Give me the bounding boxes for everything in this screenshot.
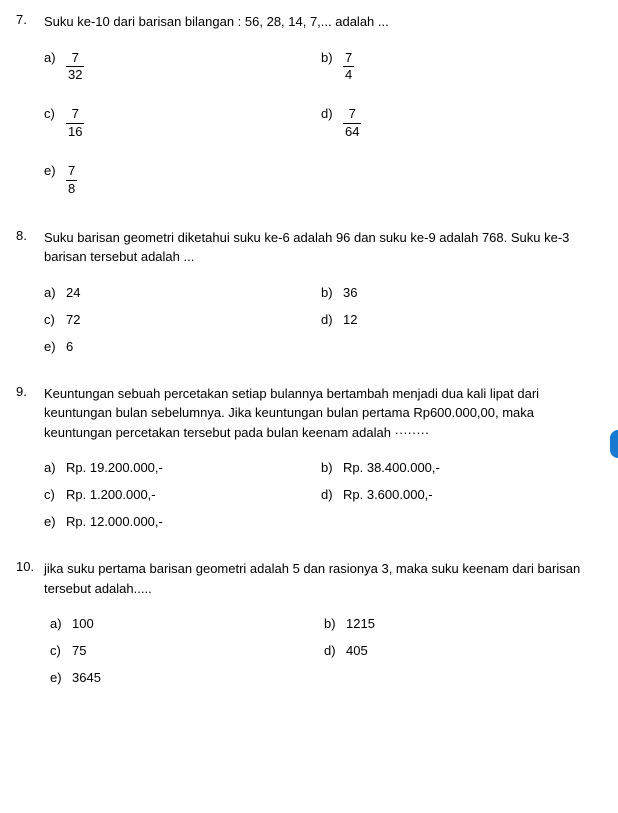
option-value: 7 64 xyxy=(343,106,361,141)
fraction-denominator: 16 xyxy=(66,124,84,141)
option-a[interactable]: a) 100 xyxy=(50,616,324,631)
question-7: 7. Suku ke-10 dari barisan bilangan : 56… xyxy=(16,12,598,198)
question-text: Keuntungan sebuah percetakan setiap bula… xyxy=(44,384,598,443)
option-d[interactable]: d) 405 xyxy=(324,643,598,658)
option-value: 7 16 xyxy=(66,106,84,141)
option-label: c) xyxy=(50,643,72,658)
option-label: a) xyxy=(44,285,66,300)
question-row: 8. Suku barisan geometri diketahui suku … xyxy=(16,228,598,267)
question-number: 8. xyxy=(16,228,44,243)
option-value: 12 xyxy=(343,312,357,327)
question-number: 9. xyxy=(16,384,44,399)
option-a[interactable]: a) 7 32 xyxy=(44,50,321,85)
option-a[interactable]: a) Rp. 19.200.000,- xyxy=(44,460,321,475)
question-text: jika suku pertama barisan geometri adala… xyxy=(44,559,598,598)
question-text: Suku ke-10 dari barisan bilangan : 56, 2… xyxy=(44,12,598,32)
option-label: d) xyxy=(321,487,343,502)
option-b[interactable]: b) 1215 xyxy=(324,616,598,631)
fraction-denominator: 32 xyxy=(66,67,84,84)
option-value: 7 8 xyxy=(66,163,77,198)
option-b[interactable]: b) 36 xyxy=(321,285,598,300)
option-c[interactable]: c) 75 xyxy=(50,643,324,658)
option-label: c) xyxy=(44,312,66,327)
option-value: 405 xyxy=(346,643,368,658)
option-d[interactable]: d) 12 xyxy=(321,312,598,327)
option-d[interactable]: d) Rp. 3.600.000,- xyxy=(321,487,598,502)
fraction-numerator: 7 xyxy=(66,106,84,124)
option-a[interactable]: a) 24 xyxy=(44,285,321,300)
fraction-denominator: 64 xyxy=(343,124,361,141)
option-value: 7 32 xyxy=(66,50,84,85)
option-e[interactable]: e) 6 xyxy=(44,339,598,354)
question-8: 8. Suku barisan geometri diketahui suku … xyxy=(16,228,598,354)
option-label: d) xyxy=(321,312,343,327)
fraction-numerator: 7 xyxy=(66,50,84,68)
option-value: Rp. 19.200.000,- xyxy=(66,460,163,475)
option-label: b) xyxy=(324,616,346,631)
option-label: e) xyxy=(50,670,72,685)
option-value: 24 xyxy=(66,285,80,300)
option-e[interactable]: e) Rp. 12.000.000,- xyxy=(44,514,598,529)
option-label: e) xyxy=(44,163,66,178)
option-label: d) xyxy=(324,643,346,658)
option-value: Rp. 3.600.000,- xyxy=(343,487,433,502)
option-value: 6 xyxy=(66,339,73,354)
question-10: 10. jika suku pertama barisan geometri a… xyxy=(16,559,598,685)
option-value: 100 xyxy=(72,616,94,631)
options-list: a) 7 32 b) 7 4 c) xyxy=(44,50,598,198)
option-value: 3645 xyxy=(72,670,101,685)
option-label: a) xyxy=(50,616,72,631)
option-value: 7 4 xyxy=(343,50,354,85)
option-label: a) xyxy=(44,50,66,65)
option-value: 75 xyxy=(72,643,86,658)
option-value: 36 xyxy=(343,285,357,300)
option-value: 1215 xyxy=(346,616,375,631)
option-label: e) xyxy=(44,339,66,354)
option-b[interactable]: b) 7 4 xyxy=(321,50,598,85)
page-container: 7. Suku ke-10 dari barisan bilangan : 56… xyxy=(0,0,618,709)
fraction-numerator: 7 xyxy=(343,50,354,68)
fraction-numerator: 7 xyxy=(343,106,361,124)
option-b[interactable]: b) Rp. 38.400.000,- xyxy=(321,460,598,475)
fraction-denominator: 4 xyxy=(343,67,354,84)
question-number: 7. xyxy=(16,12,44,27)
option-label: d) xyxy=(321,106,343,121)
question-row: 7. Suku ke-10 dari barisan bilangan : 56… xyxy=(16,12,598,32)
option-c[interactable]: c) Rp. 1.200.000,- xyxy=(44,487,321,502)
fraction-denominator: 8 xyxy=(66,181,77,198)
fraction-numerator: 7 xyxy=(66,163,77,181)
option-e[interactable]: e) 7 8 xyxy=(44,163,598,198)
option-label: b) xyxy=(321,460,343,475)
option-value: Rp. 38.400.000,- xyxy=(343,460,440,475)
option-c[interactable]: c) 72 xyxy=(44,312,321,327)
option-label: e) xyxy=(44,514,66,529)
option-value: Rp. 1.200.000,- xyxy=(66,487,156,502)
question-text: Suku barisan geometri diketahui suku ke-… xyxy=(44,228,598,267)
option-label: c) xyxy=(44,487,66,502)
question-9: 9. Keuntungan sebuah percetakan setiap b… xyxy=(16,384,598,530)
option-e[interactable]: e) 3645 xyxy=(50,670,598,685)
side-tab-icon[interactable] xyxy=(610,430,618,458)
question-number: 10. xyxy=(16,559,44,574)
options-list: a) 24 b) 36 c) 72 d) 12 xyxy=(44,285,598,354)
option-label: c) xyxy=(44,106,66,121)
options-list: a) 100 b) 1215 c) 75 d) 405 xyxy=(50,616,598,685)
option-value: Rp. 12.000.000,- xyxy=(66,514,163,529)
question-row: 10. jika suku pertama barisan geometri a… xyxy=(16,559,598,598)
option-label: b) xyxy=(321,50,343,65)
question-row: 9. Keuntungan sebuah percetakan setiap b… xyxy=(16,384,598,443)
options-list: a) Rp. 19.200.000,- b) Rp. 38.400.000,- … xyxy=(44,460,598,529)
option-value: 72 xyxy=(66,312,80,327)
option-label: a) xyxy=(44,460,66,475)
option-d[interactable]: d) 7 64 xyxy=(321,106,598,141)
option-c[interactable]: c) 7 16 xyxy=(44,106,321,141)
option-label: b) xyxy=(321,285,343,300)
